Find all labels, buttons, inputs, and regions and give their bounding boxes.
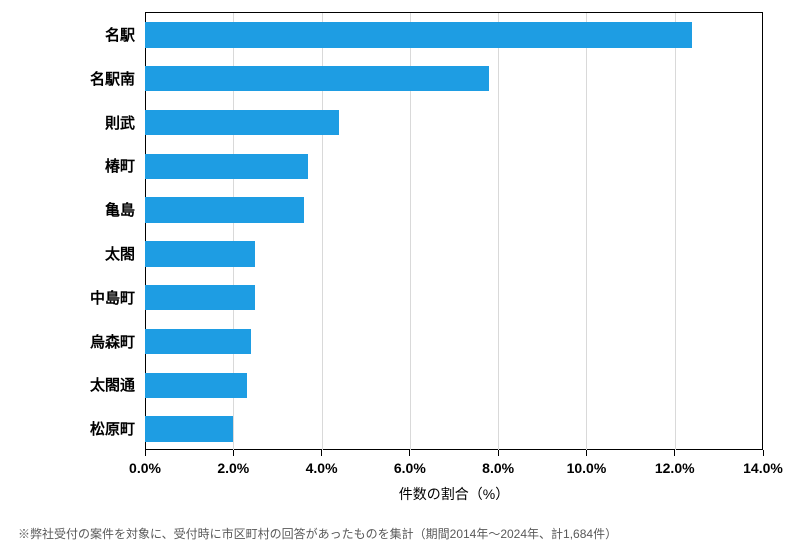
x-tick [321, 450, 322, 456]
x-tick-label: 8.0% [482, 460, 514, 476]
gridline [586, 13, 587, 450]
x-tick [674, 450, 675, 456]
x-tick [763, 450, 764, 456]
x-tick [498, 450, 499, 456]
gridline [498, 13, 499, 450]
y-tick-label: 太閤 [105, 243, 135, 264]
x-tick-label: 2.0% [217, 460, 249, 476]
bar [145, 66, 489, 91]
x-tick [145, 450, 146, 456]
chart-container: 件数の割合（%） ※弊社受付の案件を対象に、受付時に市区町村の回答があったものを… [0, 0, 790, 551]
x-tick [586, 450, 587, 456]
y-tick-label: 則武 [105, 112, 135, 133]
y-tick-label: 太閤通 [90, 374, 135, 395]
bar [145, 154, 308, 179]
bar [145, 197, 304, 222]
x-tick-label: 6.0% [394, 460, 426, 476]
gridline [675, 13, 676, 450]
y-tick-label: 烏森町 [90, 331, 135, 352]
x-tick-label: 10.0% [567, 460, 607, 476]
x-tick-label: 12.0% [655, 460, 695, 476]
y-tick-label: 椿町 [105, 155, 135, 176]
bar [145, 241, 255, 266]
x-tick-label: 4.0% [306, 460, 338, 476]
bar [145, 329, 251, 354]
y-tick-label: 亀島 [105, 199, 135, 220]
x-tick-label: 14.0% [743, 460, 783, 476]
x-tick [409, 450, 410, 456]
bar [145, 373, 247, 398]
x-tick-label: 0.0% [129, 460, 161, 476]
y-tick-label: 名駅南 [90, 68, 135, 89]
footnote-text: ※弊社受付の案件を対象に、受付時に市区町村の回答があったものを集計（期間2014… [18, 525, 617, 542]
y-tick-label: 松原町 [90, 418, 135, 439]
y-tick-label: 名駅 [105, 24, 135, 45]
x-tick [233, 450, 234, 456]
y-tick-label: 中島町 [90, 287, 135, 308]
plot-area [145, 12, 763, 450]
bar [145, 416, 233, 441]
x-axis-title: 件数の割合（%） [399, 484, 509, 504]
bar [145, 110, 339, 135]
bar [145, 285, 255, 310]
bar [145, 22, 692, 47]
